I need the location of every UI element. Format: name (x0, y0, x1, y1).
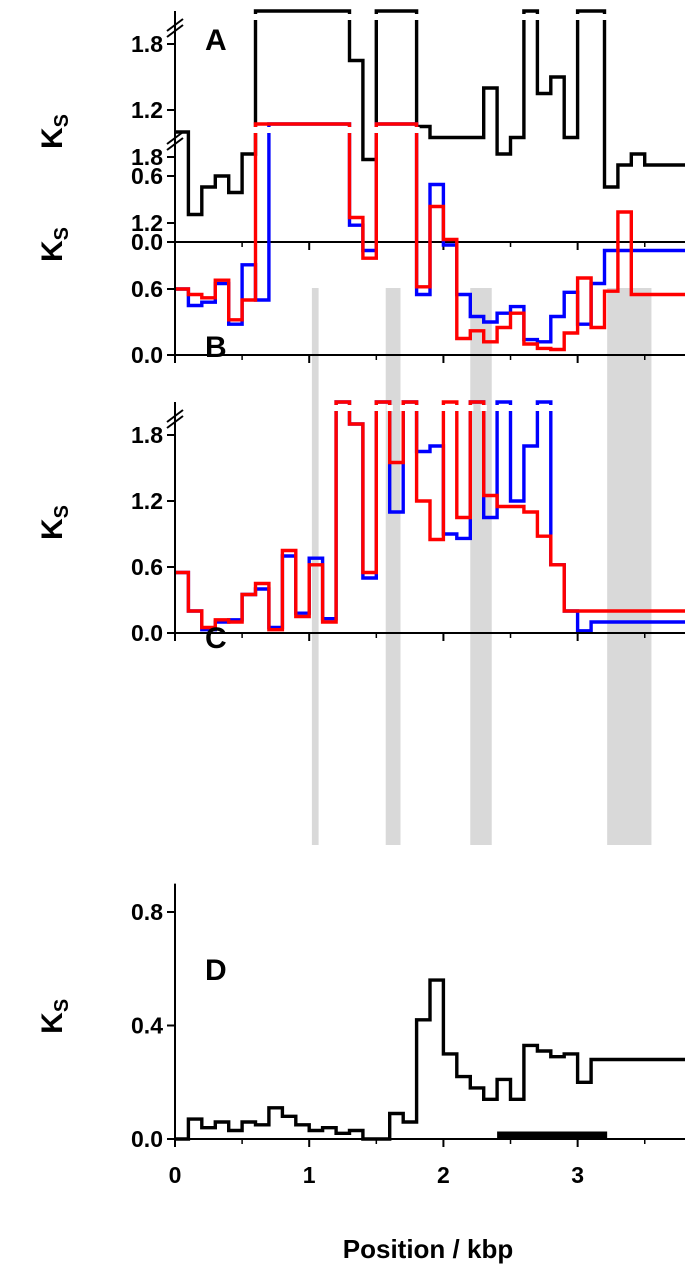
axis-break-gap (601, 14, 608, 20)
y-tick-label: 1.8 (131, 422, 163, 448)
panel-letter: A (205, 24, 227, 57)
y-tick-label: 0.0 (131, 620, 163, 646)
axis-break-mark (166, 409, 184, 423)
y-tick-label: 0.6 (131, 554, 163, 580)
axis-break-gap (453, 405, 460, 411)
axis-break-gap (346, 127, 353, 133)
panel-letter: B (205, 331, 227, 364)
axis-break-gap (413, 14, 420, 20)
axis-break-gap (400, 405, 407, 411)
series-line-1 (175, 978, 685, 1141)
axis-break-gap (373, 405, 380, 411)
axis-break-gap (252, 14, 259, 20)
panel-letter: D (205, 954, 227, 987)
axis-break-gap (346, 405, 353, 411)
shaded-region-3 (470, 288, 492, 845)
y-axis-label: KS (36, 227, 73, 262)
y-tick-label: 1.2 (131, 210, 163, 236)
x-tick-label: 1 (303, 1162, 316, 1188)
y-axis-label: KS (36, 505, 73, 540)
axis-break-gap (386, 405, 393, 411)
y-tick-label: 0.0 (131, 1126, 163, 1152)
y-tick-label: 1.2 (131, 488, 163, 514)
series-line-2 (175, 122, 685, 352)
y-axis-label: KS (36, 114, 73, 149)
axis-break-gap (520, 14, 527, 20)
y-tick-label: 0.0 (131, 342, 163, 368)
y-tick-label: 0.4 (131, 1013, 163, 1039)
panel-d: 0.0 0.4 0.8 D KS 0 1 2 3 (36, 883, 685, 1188)
panel-a: 0.0 0.6 1.2 1.8 A KS (36, 9, 685, 255)
axis-break-mark (166, 415, 184, 429)
x-tick-label: 0 (169, 1162, 182, 1188)
y-tick-label: 1.8 (131, 31, 163, 57)
shaded-region-2 (385, 288, 401, 845)
panel-b: 0.0 0.6 1.2 1.8 B KS (36, 122, 685, 368)
axis-break-gap (373, 14, 380, 20)
axis-break-gap (346, 14, 353, 20)
axis-break-gap (265, 127, 272, 133)
axis-break-gap (413, 127, 420, 133)
series-line-2 (175, 400, 685, 632)
axis-break-mark (166, 131, 184, 145)
x-tick-label: 2 (437, 1162, 450, 1188)
axis-break-gap (467, 405, 474, 411)
axis-break-gap (574, 14, 581, 20)
y-tick-label: 1.8 (131, 144, 163, 170)
panels: 0.0 0.6 1.2 1.8 A KS 0.0 0.6 1.2 1.8 B KS 0.0 0.6 1.2 1… (36, 9, 685, 1188)
y-tick-label: 0.0 (131, 229, 163, 255)
x-tick-label: 3 (571, 1162, 584, 1188)
x-axis-label: Position / kbp (343, 1234, 513, 1264)
axis-break-mark (166, 137, 184, 151)
axis-break-gap (534, 405, 541, 411)
y-tick-label: 0.8 (131, 899, 163, 925)
shaded-region-4 (607, 288, 652, 845)
y-tick-label: 1.2 (131, 97, 163, 123)
y-tick-label: 0.6 (131, 163, 163, 189)
series-line-1 (175, 9, 685, 217)
axis-break-gap (252, 127, 259, 133)
panel-c: 0.0 0.6 1.2 1.8 C KS (36, 400, 685, 655)
y-tick-label: 0.6 (131, 276, 163, 302)
axis-break-mark (166, 24, 184, 38)
axis-break-gap (333, 405, 340, 411)
shaded-regions (311, 288, 652, 845)
axis-break-gap (547, 405, 554, 411)
axis-break-gap (494, 405, 501, 411)
axis-break-gap (440, 405, 447, 411)
axis-break-mark (166, 18, 184, 32)
axis-break-gap (413, 405, 420, 411)
axis-break-gap (507, 405, 514, 411)
axis-break-gap (480, 405, 487, 411)
axis-break-gap (534, 14, 541, 20)
panel-letter: C (205, 622, 227, 655)
y-axis-label: KS (36, 999, 73, 1034)
axis-break-gap (373, 127, 380, 133)
